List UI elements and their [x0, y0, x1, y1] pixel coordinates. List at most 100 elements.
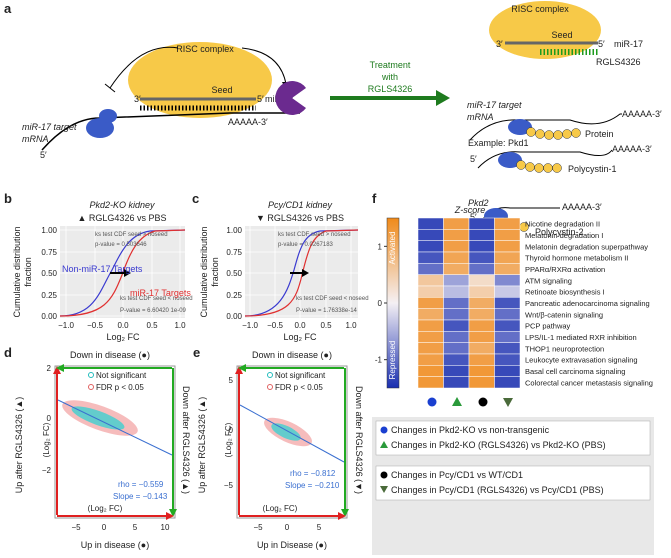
annotation: ks test CDF seed < noseed: [296, 296, 369, 302]
heatmap-cell: [417, 285, 444, 298]
legend-marker: [267, 384, 273, 390]
panel-label: a: [4, 1, 12, 16]
heatmap-cell: [494, 274, 521, 287]
mrna: [469, 113, 622, 141]
prime-label: 5′: [40, 150, 47, 160]
heatmap-cell: [443, 285, 470, 298]
heatmap-cell: [417, 274, 444, 287]
seed-label: Seed: [551, 30, 572, 40]
row-label: PCP pathway: [525, 322, 571, 331]
heatmap-cell: [443, 376, 470, 389]
heatmap-cell: [494, 229, 521, 241]
axis-unit: (Log₂ FC): [88, 504, 123, 513]
target-label: miR-17 target: [22, 122, 77, 132]
heatmap-cell: [468, 274, 495, 287]
cdf-curve: [59, 229, 186, 317]
y-axis-label: Cumulative distribution: [12, 226, 22, 317]
panel-label: e: [193, 345, 200, 360]
panel-a: a RISC complex Seed 3′ 5′ miR-17 AAAAA-3…: [4, 1, 662, 237]
polya-label: AAAAA-3′: [612, 144, 652, 154]
panel-label: c: [192, 191, 199, 206]
heatmap-cell: [443, 297, 470, 309]
column-symbol: [478, 397, 488, 407]
row-label: Retinoate biosynthesis I: [525, 288, 605, 297]
panel-label: b: [4, 191, 12, 206]
risc-label: RISC complex: [511, 4, 569, 14]
legend-marker: [267, 372, 273, 378]
y-tick-label: 1.00: [226, 226, 242, 235]
polya-label: AAAAA-3′: [562, 202, 602, 212]
ribosome: [508, 119, 532, 135]
annotation: P-value = 6.60420 1e-09: [120, 308, 187, 314]
arrow-head: [436, 90, 450, 106]
arrow-head: [124, 269, 131, 277]
y-tick-label: 0: [47, 414, 52, 423]
annotation: p-value = 0.503646: [95, 242, 147, 248]
heatmap-cell: [417, 308, 444, 321]
heatmap-cell: [468, 365, 495, 377]
x-tick-label: 0.5: [146, 321, 158, 330]
heatmap-cell: [443, 342, 470, 355]
treatment-label: with: [381, 72, 398, 82]
y-tick-label: 2: [47, 364, 52, 373]
colorbar-tick-label: 0: [378, 299, 383, 308]
protein-label: Protein: [585, 129, 614, 139]
legend-label: FDR p < 0.05: [275, 383, 323, 392]
row-label: THOP1 neuroprotection: [525, 344, 604, 353]
axis-title: Down in disease (●): [70, 350, 150, 360]
legend-group: [375, 465, 651, 501]
target-label: miR-17 target: [467, 100, 522, 110]
plot-title: Pcy/CD1 kidney: [268, 200, 333, 210]
annotation: ks test CDF seed > noseed: [278, 232, 351, 238]
x-tick-label: 0: [285, 523, 290, 532]
plot-frame: [54, 365, 176, 519]
heatmap-cell: [443, 263, 470, 275]
x-tick-label: 5: [317, 523, 322, 532]
heatmap-cell: [443, 274, 470, 287]
heatmap-cell: [468, 376, 495, 389]
heatmap-cell: [417, 251, 444, 264]
axis-title: Down in disease (●): [252, 350, 332, 360]
heatmap-cell: [494, 240, 521, 253]
heatmap-cell: [468, 342, 495, 355]
inhibit-arrow: [109, 46, 179, 89]
treatment-label: Treatment: [370, 60, 411, 70]
heatmap-cell: [417, 365, 444, 377]
y-tick-label: 0.50: [41, 269, 57, 278]
heatmap-cell: [417, 240, 444, 253]
peptide: [516, 160, 562, 173]
ribosome: [86, 118, 114, 138]
panel-b: b Pkd2-KO kidney ▲ RGLG4326 vs PBS ks te…: [4, 191, 193, 342]
heatmap-cell: [443, 319, 470, 332]
legend-label: FDR p < 0.05: [96, 383, 144, 392]
x-axis-label: Log₂ FC: [106, 332, 140, 342]
treatment-label: RGLS4326: [368, 84, 413, 94]
x-tick-label: 0: [102, 523, 107, 532]
legend-group: [375, 420, 651, 456]
x-tick-label: −5: [253, 523, 263, 532]
axis-title: Up in Disease (●): [257, 540, 327, 550]
heatmap-cell: [443, 308, 470, 321]
y-tick-label: 0.25: [226, 291, 242, 300]
x-axis-label: Log₂ FC: [283, 332, 317, 342]
legend-label: Not significant: [275, 371, 326, 380]
prime-label: 5′: [257, 94, 264, 104]
row-label: LPS/IL-1 mediated RXR inhibition: [525, 333, 637, 342]
heatmap-cell: [417, 331, 444, 343]
x-tick-label: −0.5: [267, 321, 283, 330]
heatmap-cell: [417, 297, 444, 309]
heatmap-cell: [417, 263, 444, 275]
heatmap-cell: [417, 376, 444, 389]
y-tick-label: 0.75: [41, 248, 57, 257]
heatmap-cell: [468, 308, 495, 321]
heatmap-title: Z-score: [454, 205, 486, 215]
cdf-curve: [244, 229, 359, 317]
polya-label: AAAAA-3′: [622, 109, 662, 119]
target-label: mRNA: [22, 134, 49, 144]
scatter-cloud: [271, 423, 301, 441]
arrow-head: [302, 269, 309, 277]
annotation: rho = −0.559: [118, 480, 164, 489]
heatmap-cell: [443, 353, 470, 366]
y-tick-label: −5: [224, 481, 234, 490]
